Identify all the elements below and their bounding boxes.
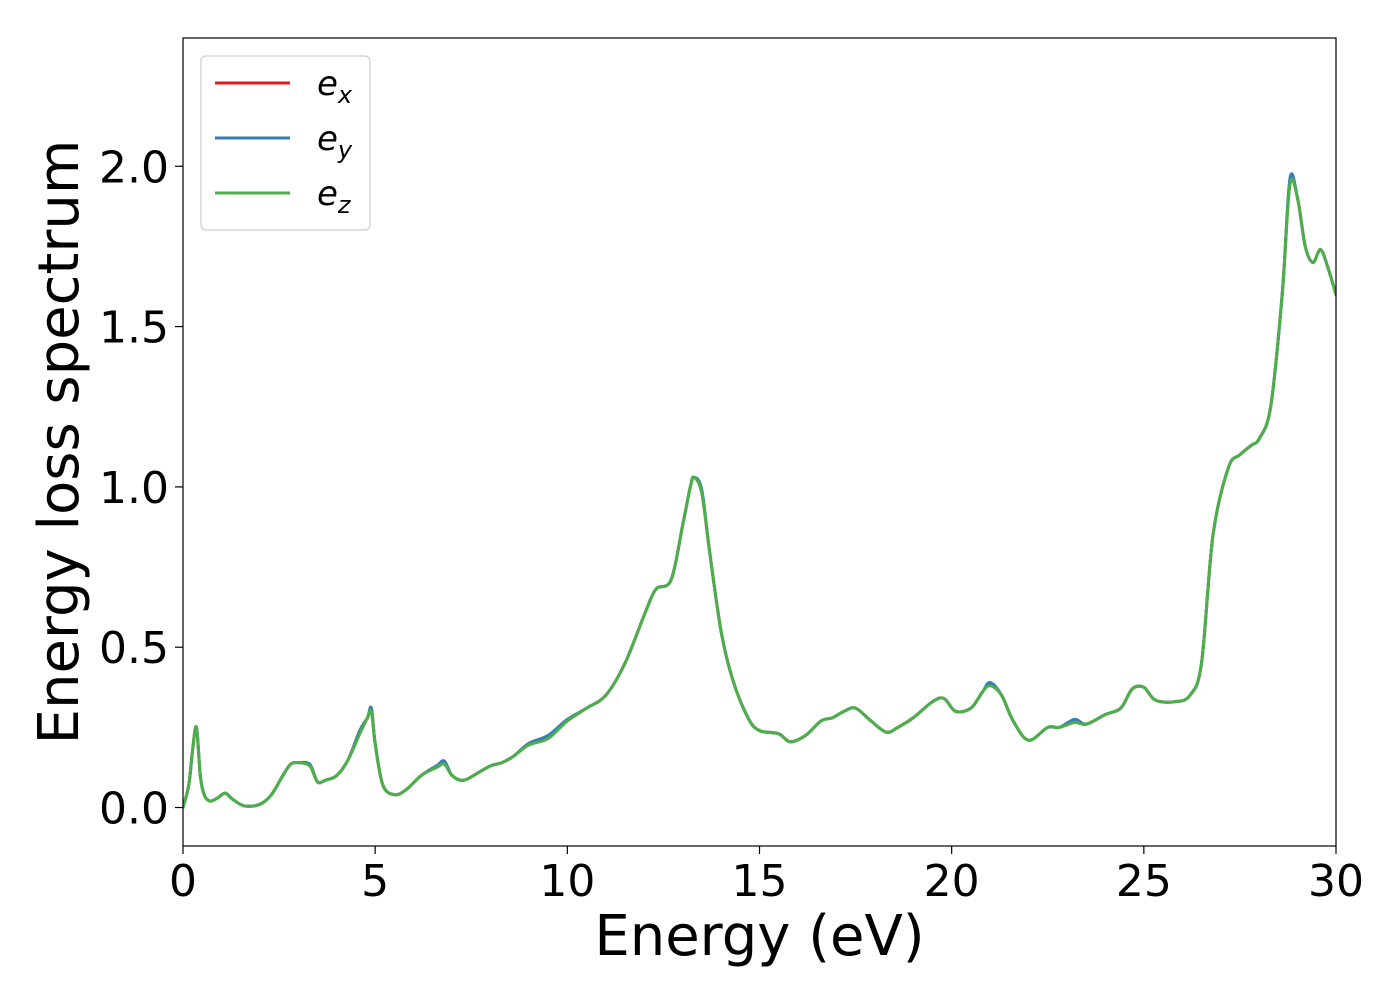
x-tick-label: 10 <box>539 856 595 907</box>
y-tick-label: 0.0 <box>99 784 169 835</box>
y-tick-label: 1.0 <box>99 463 169 514</box>
series-line-ex <box>183 175 1336 810</box>
y-axis: 0.0 0.5 1.0 1.5 2.0 <box>99 142 183 835</box>
y-tick-label: 1.5 <box>99 303 169 354</box>
x-tick-label: 0 <box>169 856 197 907</box>
legend-box <box>200 55 371 231</box>
x-tick-label: 30 <box>1308 856 1364 907</box>
x-tick-label: 25 <box>1116 856 1172 907</box>
x-tick-label: 5 <box>361 856 389 907</box>
y-axis-label: Energy loss spectrum <box>27 140 92 745</box>
y-tick-label: 0.5 <box>99 623 169 674</box>
x-tick-label: 15 <box>732 856 788 907</box>
series-line-ez <box>183 177 1336 810</box>
x-axis: 0 5 10 15 20 25 30 <box>169 846 1364 907</box>
x-axis-label: Energy (eV) <box>594 904 924 969</box>
plot-content <box>183 172 1336 810</box>
x-tick-label: 20 <box>924 856 980 907</box>
series-line-ey <box>183 172 1336 810</box>
y-tick-label: 2.0 <box>99 142 169 193</box>
